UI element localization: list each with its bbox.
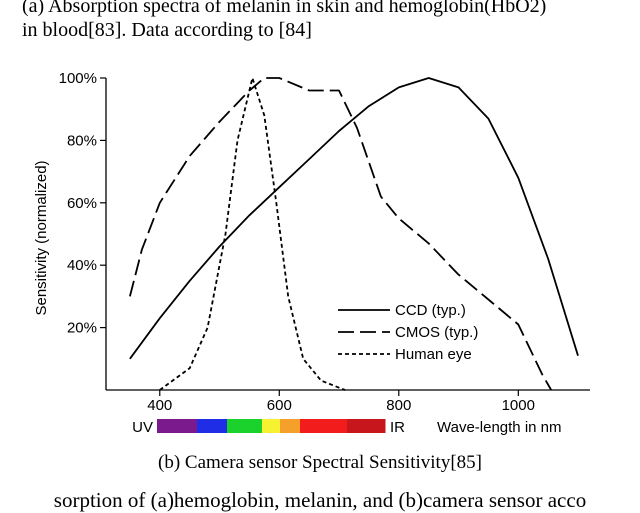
series-line-0 [129,77,579,360]
chart-axes: 20% 40% 60% 80% 100% 400 600 800 1000 Sensitivity… [33,70,590,414]
y-axis-title: Sensitivity (normalized) [33,160,50,315]
figure-caption-a-line1: (a) Absorption spectra of melanin in ski… [22,0,547,17]
y-tick-label: 80% [67,132,97,149]
spectrum-band-2 [227,419,263,433]
sensitivity-chart: 20% 40% 60% 80% 100% 400 600 800 1000 Sensitivity… [33,70,590,436]
spectrum-band-6 [347,419,386,433]
figure-caption-a-line2: in blood[83]. Data according to [84] [22,19,312,41]
y-tick-label: 60% [67,195,97,212]
x-tick-label: 400 [147,397,172,414]
spectrum-band-4 [280,419,301,433]
legend-label-1: CMOS (typ.) [395,324,478,341]
y-tick-label: 20% [67,320,97,337]
chart-legend: CCD (typ.) CMOS (typ.) Human eye [338,302,478,363]
figure-caption-b: (b) Camera sensor Spectral Sensitivity[8… [158,452,482,473]
spectrum-band-3 [262,419,281,433]
spectrum-band-1 [197,419,228,433]
series-line-1 [129,77,552,391]
x-tick-label: 600 [267,397,292,414]
figure-caption-main: sorption of (a)hemoglobin, melanin, and … [53,488,587,512]
spectrum-band-0 [157,419,198,433]
spectrum-bar: UV IR Wave-length in nm [132,419,562,436]
chart-series [129,77,579,391]
spectrum-uv-label: UV [132,419,153,436]
y-tick-label: 40% [67,257,97,274]
series-line-2 [159,77,346,391]
x-axis-title: Wave-length in nm [437,419,562,436]
legend-label-0: CCD (typ.) [395,302,466,319]
y-tick-label: 100% [59,70,97,87]
x-tick-label: 1000 [502,397,535,414]
spectrum-band-5 [300,419,348,433]
spectrum-ir-label: IR [390,419,405,436]
legend-label-2: Human eye [395,346,472,363]
x-tick-label: 800 [386,397,411,414]
